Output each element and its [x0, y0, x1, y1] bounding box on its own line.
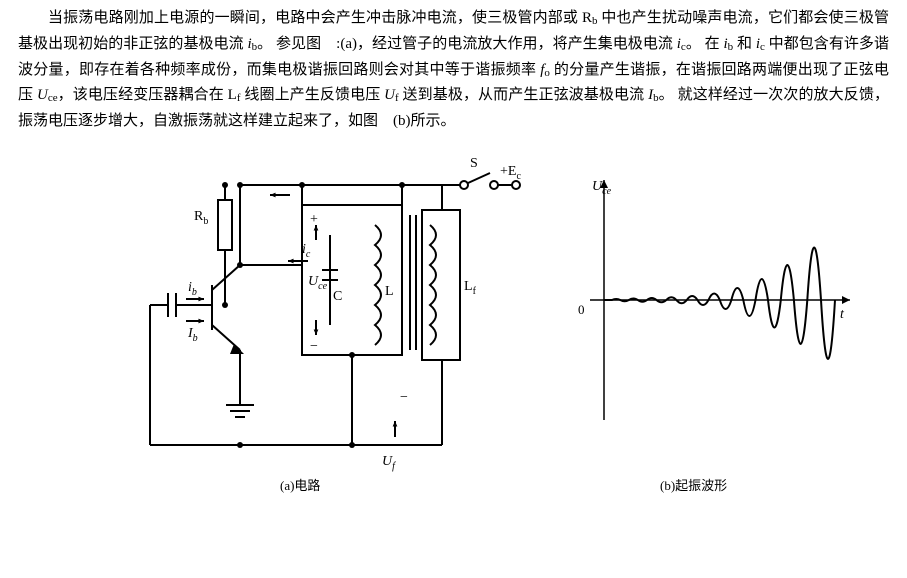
svg-text:Uce: Uce [592, 179, 612, 197]
svg-text:ib: ib [188, 280, 197, 298]
t5: 和 [733, 36, 756, 52]
caption-a: (a)电路 [280, 475, 320, 494]
t4: 。 在 [686, 36, 724, 52]
svg-text:−: − [310, 339, 318, 354]
svg-text:+Ec: +Ec [500, 164, 521, 182]
svg-text:Uce: Uce [308, 274, 328, 292]
svg-text:L: L [385, 284, 394, 299]
t1: 当振荡电路刚加上电源的一瞬间，电路中会产生冲击脉冲电流，使三极管内部或 R [48, 10, 592, 26]
svg-text:t: t [840, 307, 845, 322]
svg-text:Lf: Lf [464, 279, 477, 297]
svg-text:ic: ic [302, 242, 311, 260]
t9: 线圈上产生反馈电压 [241, 87, 385, 103]
uce: U [37, 87, 48, 103]
svg-text:C: C [333, 289, 342, 304]
svg-text:S: S [470, 156, 478, 171]
svg-text:+: + [310, 212, 318, 227]
t10: 送到基极，从而产生正弦波基极电流 [399, 87, 648, 103]
uf: U [384, 87, 395, 103]
svg-text:0: 0 [578, 302, 585, 317]
svg-text:Rb: Rb [194, 209, 208, 227]
uces: ce [48, 92, 58, 104]
caption-b: (b)起振波形 [660, 475, 727, 494]
circuit-diagram: Rb ic C L + − Uce Lf S +Ec Uf − ib Ib [130, 145, 530, 475]
svg-text:Uf: Uf [382, 454, 396, 472]
waveform-diagram: Uce 0 t [570, 160, 860, 440]
svg-text:Ib: Ib [187, 326, 198, 344]
paragraph-text: 当振荡电路刚加上电源的一瞬间，电路中会产生冲击脉冲电流，使三极管内部或 Rb 中… [0, 0, 907, 135]
t3: 。 参见图 :(a)，经过管子的电流放大作用，将产生集电极电流 [257, 36, 677, 52]
svg-text:−: − [400, 390, 408, 405]
t8: ，该电压经变压器耦合在 L [58, 87, 237, 103]
